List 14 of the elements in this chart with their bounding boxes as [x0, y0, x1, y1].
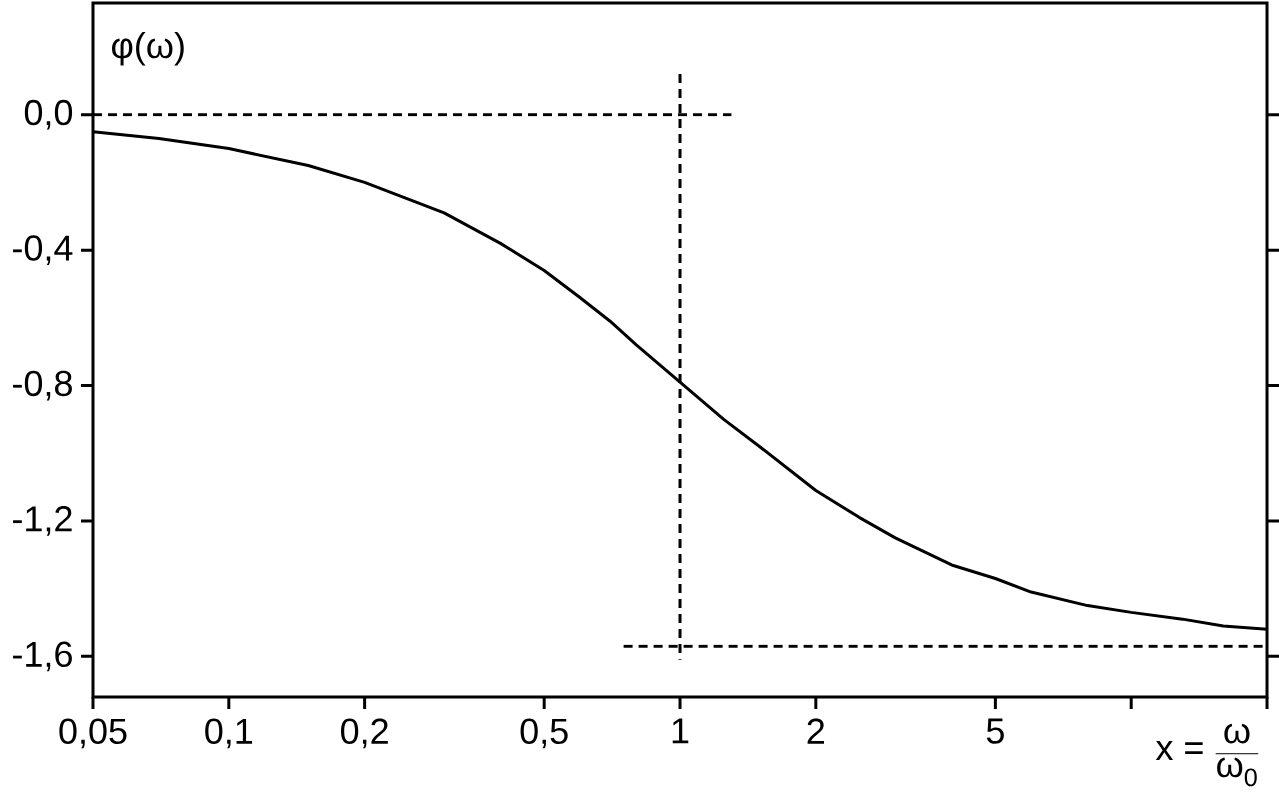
y-tick-label: 0,0	[24, 99, 73, 130]
y-axis-title: φ(ω)	[112, 31, 184, 66]
x-tick-label: 0,1	[205, 718, 253, 749]
x-tick-label: 0,05	[59, 718, 127, 749]
y-tick-label: -0,4	[13, 235, 73, 266]
x-tick-label: 0,2	[341, 718, 388, 749]
y-tick-label: -1,2	[13, 506, 72, 536]
x-tick-label: 1	[672, 718, 689, 744]
x-tick-label: 2	[807, 718, 825, 744]
y-tick-label: -1,6	[13, 641, 72, 672]
x-tick-label: 5	[986, 718, 1004, 744]
x-axis-title: $\text{x = }\frac{\text{ω}}{\text{ω}_{\text{0}}}$	[1155, 723, 1259, 787]
x-tick-label: 0,5	[520, 718, 568, 749]
y-tick-label: -0,8	[13, 370, 72, 401]
